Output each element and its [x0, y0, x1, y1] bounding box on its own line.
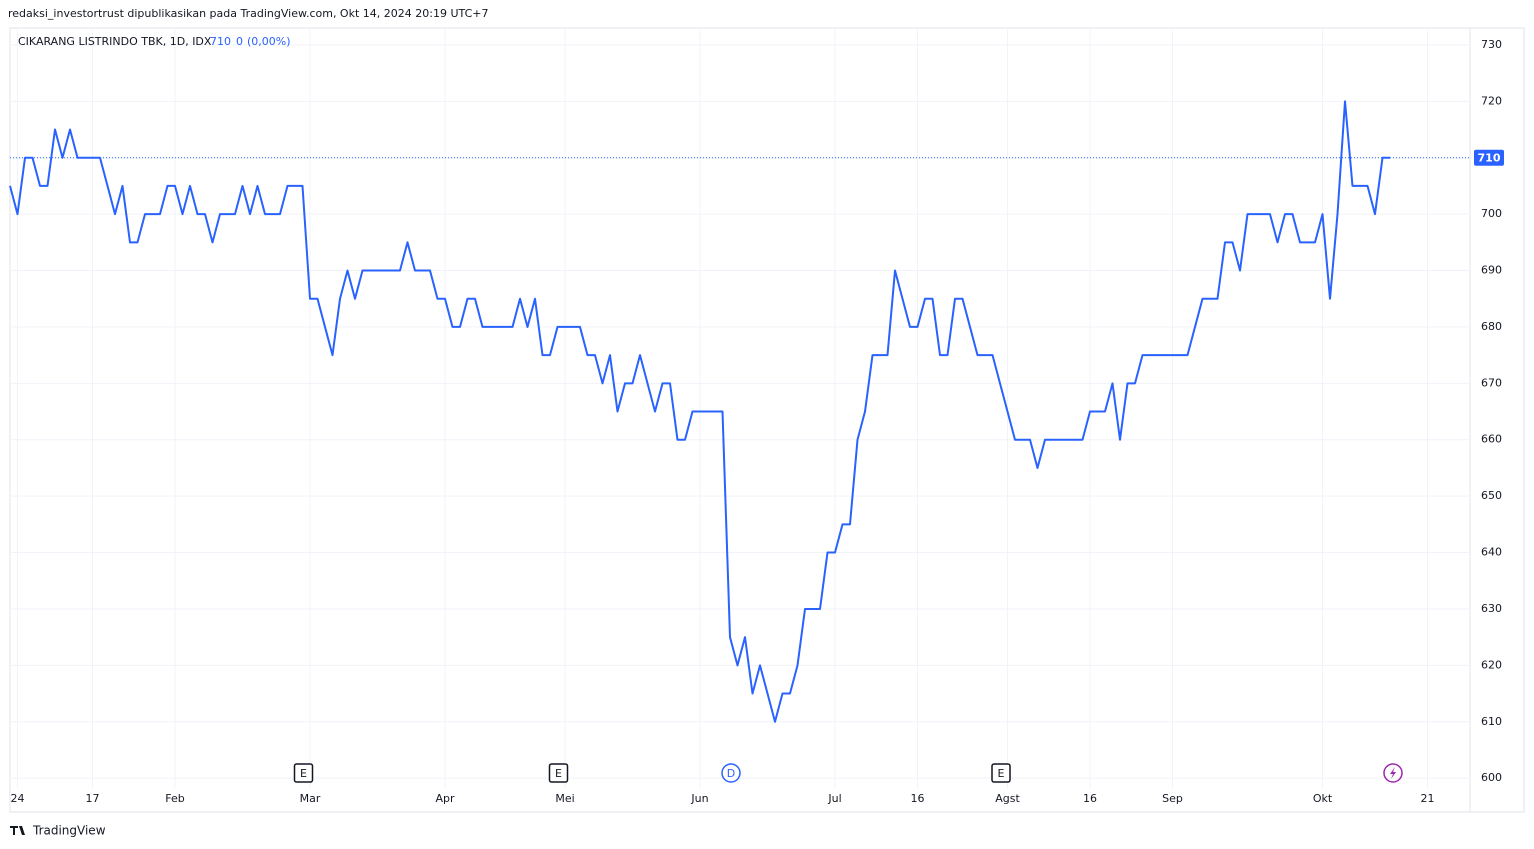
event-marker [991, 763, 1011, 783]
event-marker [293, 763, 314, 783]
x-tick-label: 17 [86, 792, 100, 805]
y-tick-label: 620 [1481, 658, 1502, 671]
price-line [9, 100, 1390, 723]
x-tick-label: Mei [555, 792, 574, 805]
brand: TradingView [32, 824, 106, 838]
header-change-pct: (0,00%) [247, 35, 291, 48]
x-tick-label: Jun [690, 792, 708, 805]
x-tick-label: 24 [11, 792, 25, 805]
x-tick-label: Sep [1162, 792, 1183, 805]
frame [9, 27, 1525, 813]
x-tick-label: 16 [911, 792, 925, 805]
x-tick-label: Mar [300, 792, 321, 805]
y-tick-label: 720 [1481, 94, 1502, 107]
x-tick-label: Feb [165, 792, 184, 805]
y-tick-label: 730 [1481, 38, 1502, 51]
event-label: D [727, 767, 735, 780]
brand-logo [10, 826, 25, 835]
lightning-icon [1383, 763, 1403, 783]
y-tick-label: 650 [1481, 489, 1502, 502]
y-tick-label: 700 [1481, 207, 1502, 220]
attribution: redaksi_investortrust dipublikasikan pad… [8, 7, 488, 20]
last-price-label: 710 [1478, 152, 1501, 165]
x-tick-label: Agst [995, 792, 1020, 805]
y-tick-label: 660 [1481, 433, 1502, 446]
x-tick-label: 21 [1421, 792, 1435, 805]
x-tick-label: Jul [827, 792, 841, 805]
x-tick-label: Apr [435, 792, 455, 805]
y-tick-label: 600 [1481, 771, 1502, 784]
event-label: E [998, 767, 1005, 780]
event-marker [548, 763, 569, 783]
event-label: E [300, 767, 307, 780]
y-tick-label: 680 [1481, 320, 1502, 333]
x-tick-label: 16 [1083, 792, 1097, 805]
event-marker [721, 763, 741, 783]
y-tick-label: 610 [1481, 715, 1502, 728]
y-tick-label: 670 [1481, 376, 1502, 389]
y-tick-label: 630 [1481, 602, 1502, 615]
y-tick-label: 690 [1481, 264, 1502, 277]
header-symbol: CIKARANG LISTRINDO TBK, 1D, IDX [18, 35, 212, 48]
header-change: 0 [236, 35, 243, 48]
y-tick-label: 640 [1481, 546, 1502, 559]
last-price-box [1474, 149, 1504, 166]
header-price: 710 [210, 35, 231, 48]
x-tick-label: Okt [1313, 792, 1333, 805]
event-label: E [555, 767, 562, 780]
